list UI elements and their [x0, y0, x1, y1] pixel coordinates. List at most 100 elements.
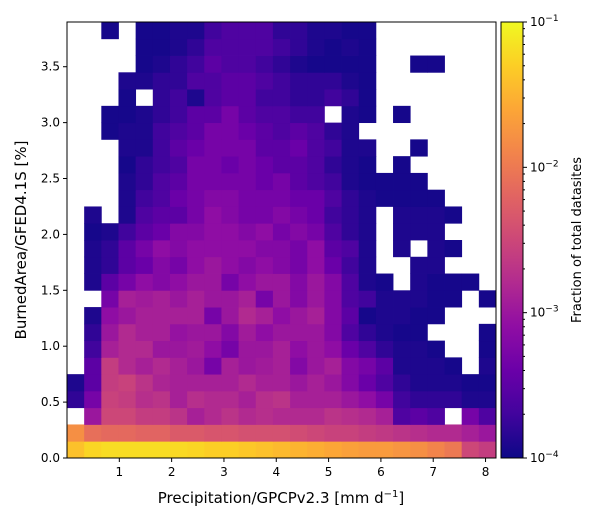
heatmap-cell	[255, 156, 274, 174]
heatmap-cell	[444, 206, 463, 224]
heatmap-cell	[238, 72, 257, 90]
heatmap-cell	[375, 390, 394, 409]
heatmap-cell	[255, 105, 274, 124]
heatmap-cell	[410, 407, 428, 425]
heatmap-cell	[307, 38, 325, 56]
heatmap-cell	[272, 122, 291, 140]
heatmap-cell	[238, 357, 257, 375]
heatmap-cell	[410, 340, 428, 358]
heatmap-cell	[84, 357, 102, 375]
heatmap-cell	[324, 122, 342, 140]
heatmap-cell	[358, 89, 377, 107]
heatmap-cell	[358, 139, 377, 157]
heatmap-cell	[358, 105, 377, 124]
heatmap-cell	[410, 189, 428, 207]
heatmap-cell	[341, 156, 360, 174]
heatmap-cell	[204, 172, 222, 191]
heatmap-cell	[204, 340, 222, 358]
heatmap-cell	[272, 72, 291, 90]
heatmap-cell	[118, 307, 137, 325]
heatmap-cell	[204, 105, 222, 124]
heatmap-cell	[118, 374, 137, 392]
heatmap-cell	[461, 390, 480, 409]
heatmap-cell	[135, 357, 154, 375]
heatmap-cell	[221, 390, 239, 409]
heatmap-cell	[169, 139, 188, 157]
heatmap-cell	[135, 323, 154, 342]
heatmap-cell	[67, 374, 85, 392]
heatmap-cell	[290, 22, 308, 40]
heatmap-cell	[272, 240, 291, 258]
heatmap-cell	[410, 223, 428, 241]
heatmap-cell	[341, 407, 360, 425]
heatmap-cell	[255, 390, 274, 409]
heatmap-cell	[118, 172, 137, 191]
heatmap-cell	[135, 390, 154, 409]
heatmap-cell	[221, 223, 239, 241]
heatmap-cell	[101, 441, 119, 459]
heatmap-cell	[324, 72, 342, 90]
heatmap-cell	[272, 424, 291, 442]
heatmap-cell	[135, 172, 154, 191]
heatmap-cell	[307, 55, 325, 73]
heatmap-cell	[221, 256, 239, 274]
heatmap-cell	[272, 340, 291, 358]
heatmap-cell	[135, 105, 154, 124]
heatmap-cell	[290, 72, 308, 90]
heatmap-cell	[375, 340, 394, 358]
colorbar	[500, 21, 524, 459]
heatmap-cell	[393, 407, 411, 425]
heatmap-cell	[272, 172, 291, 191]
heatmap-cell	[307, 223, 325, 241]
heatmap-cell	[272, 407, 291, 425]
heatmap-cell	[118, 139, 137, 157]
heatmap-cell	[118, 89, 137, 107]
heatmap-cell	[255, 139, 274, 157]
y-tick-label: 0.5	[41, 395, 60, 409]
heatmap-cell	[187, 38, 205, 56]
heatmap-cell	[101, 374, 119, 392]
heatmap-cells	[67, 22, 497, 459]
heatmap-cell	[221, 189, 239, 207]
heatmap-cell	[135, 407, 154, 425]
heatmap-cell	[255, 340, 274, 358]
heatmap-cell	[221, 340, 239, 358]
axes-frame	[66, 21, 497, 459]
heatmap-cell	[410, 390, 428, 409]
heatmap-cell	[290, 340, 308, 358]
heatmap-cell	[358, 55, 377, 73]
heatmap-cell	[427, 273, 445, 291]
heatmap-cell	[67, 390, 85, 409]
y-tick-label: 1.5	[41, 283, 60, 297]
heatmap-cell	[393, 323, 411, 342]
heatmap-cell	[135, 374, 154, 392]
heatmap-cell	[204, 22, 222, 40]
heatmap-cell	[444, 357, 463, 375]
heatmap-cell	[324, 340, 342, 358]
heatmap-cell	[238, 206, 257, 224]
heatmap-cell	[187, 172, 205, 191]
heatmap-cell	[307, 357, 325, 375]
heatmap-cell	[290, 307, 308, 325]
heatmap-cell	[169, 223, 188, 241]
heatmap-cell	[290, 223, 308, 241]
heatmap-cell	[135, 55, 154, 73]
heatmap-cell	[375, 424, 394, 442]
heatmap-cell	[118, 357, 137, 375]
heatmap-cell	[427, 424, 445, 442]
heatmap-cell	[84, 374, 102, 392]
heatmap-cell	[290, 139, 308, 157]
heatmap-cell	[152, 441, 171, 459]
heatmap-cell	[238, 390, 257, 409]
heatmap-cell	[444, 424, 463, 442]
heatmap-cell	[152, 206, 171, 224]
heatmap-cell	[118, 105, 137, 124]
heatmap-cell	[187, 55, 205, 73]
y-tick-label: 3.0	[41, 116, 60, 130]
heatmap-cell	[341, 105, 360, 124]
heatmap-cell	[101, 390, 119, 409]
heatmap-cell	[307, 240, 325, 258]
heatmap-cell	[255, 240, 274, 258]
heatmap-cell	[169, 424, 188, 442]
heatmap-cell	[238, 424, 257, 442]
